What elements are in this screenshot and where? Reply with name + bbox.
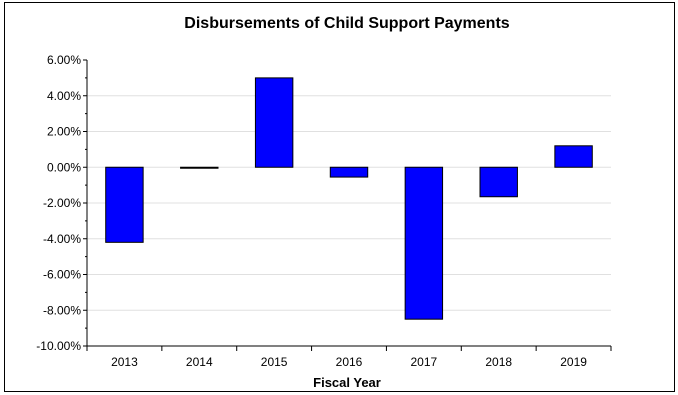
- bar-2013: [105, 166, 144, 243]
- x-tick-label: 2017: [411, 355, 438, 369]
- bar-2018: [479, 166, 518, 198]
- y-tick-label: -8.00%: [43, 303, 81, 317]
- bar-2017: [404, 166, 444, 320]
- y-tick-label: 2.00%: [47, 125, 81, 139]
- y-tick-label: 4.00%: [47, 89, 81, 103]
- bar-2016: [329, 166, 369, 178]
- x-tick-label: 2018: [485, 355, 512, 369]
- y-tick-label: 6.00%: [47, 53, 81, 67]
- bars: [105, 77, 593, 320]
- y-tick-label: -6.00%: [43, 268, 81, 282]
- x-tick-label: 2014: [186, 355, 213, 369]
- chart-frame: Disbursements of Child Support Payments …: [4, 2, 675, 392]
- x-tick-label: 2015: [261, 355, 288, 369]
- x-axis-title: Fiscal Year: [313, 375, 381, 390]
- y-tick-label: -10.00%: [36, 339, 81, 353]
- x-tick-label: 2013: [111, 355, 138, 369]
- bar-2014: [180, 166, 219, 169]
- x-tick-label: 2016: [336, 355, 363, 369]
- chart-title: Disbursements of Child Support Payments: [184, 15, 509, 32]
- bar-2015: [254, 77, 294, 168]
- y-tick-label: -4.00%: [43, 232, 81, 246]
- y-tick-label: 0.00%: [47, 160, 81, 174]
- axes: 6.00% 4.00% 2.00% 0.00% -2.00% -4.00% -6.00% -8…: [36, 53, 612, 369]
- y-tick-label: -2.00%: [43, 196, 81, 210]
- x-tick-label: 2019: [560, 355, 587, 369]
- bar-2019: [554, 145, 593, 168]
- chart: Disbursements of Child Support Payments …: [36, 15, 612, 390]
- grid-lines: [87, 95, 611, 311]
